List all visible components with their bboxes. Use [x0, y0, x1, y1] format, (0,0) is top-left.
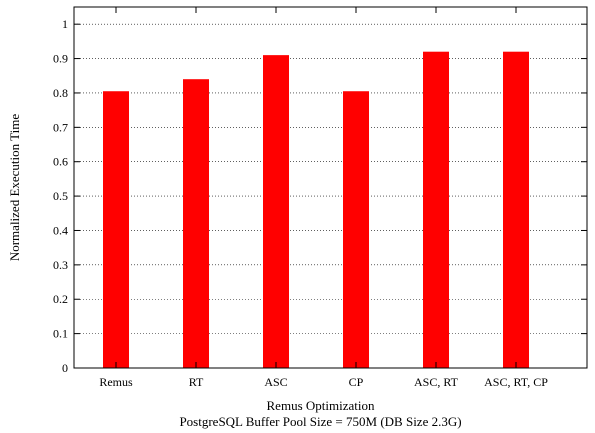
y-tick-label: 1 — [62, 17, 68, 31]
y-tick-label: 0.7 — [53, 120, 68, 134]
y-tick-label: 0.3 — [53, 258, 68, 272]
plot-frame — [73, 6, 588, 369]
bar — [423, 51, 449, 368]
y-tick-label: 0.2 — [53, 292, 68, 306]
bar — [343, 91, 369, 368]
y-tick-label: 0.5 — [53, 189, 68, 203]
bars — [103, 51, 529, 369]
bar — [183, 79, 209, 368]
axis-ticks: 0 0.1 0.2 0.3 0.4 0.5 0.6 0.7 0.8 0.9 1 Remus RT ASC C… — [53, 7, 587, 389]
x-tick-label: ASC, RT, CP — [484, 375, 548, 389]
y-tick-label: 0.8 — [53, 86, 68, 100]
y-axis-label: Normalized Execution Time — [7, 114, 22, 262]
y-tick-label: 0.9 — [53, 52, 68, 66]
y-tick-label: 0.4 — [53, 223, 68, 237]
bar — [503, 51, 529, 368]
x-axis-label: Remus Optimization — [267, 398, 375, 413]
y-tick-label: 0 — [62, 361, 68, 375]
x-tick-label: RT — [189, 375, 204, 389]
chart-subtitle: PostgreSQL Buffer Pool Size = 750M (DB S… — [179, 414, 461, 429]
bar — [263, 55, 289, 369]
x-tick-label: CP — [349, 375, 364, 389]
x-tick-label: ASC, RT — [414, 375, 459, 389]
x-tick-label: Remus — [99, 375, 133, 389]
bar — [103, 91, 129, 368]
x-tick-label: ASC — [264, 375, 287, 389]
y-tick-label: 0.6 — [53, 155, 68, 169]
y-tick-label: 0.1 — [53, 327, 68, 341]
